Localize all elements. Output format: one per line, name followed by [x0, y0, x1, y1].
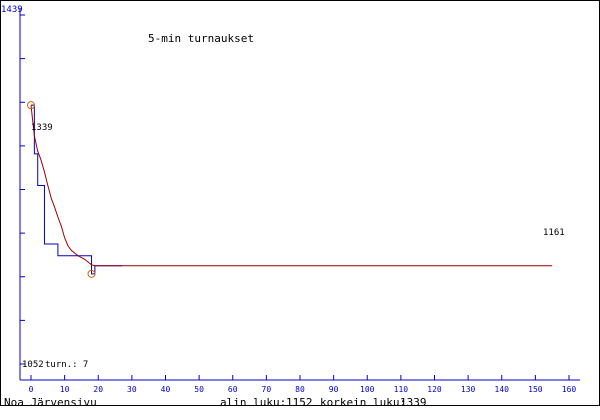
- red-series-line: [30, 105, 553, 267]
- x-tick-label: 80: [295, 385, 305, 394]
- x-tick-label: 40: [161, 385, 171, 394]
- x-tick-label: 100: [360, 385, 375, 394]
- x-tick-label: 20: [93, 385, 103, 394]
- start-value-label: 1339: [31, 123, 53, 133]
- footer-max-label: korkein luku:: [320, 396, 406, 409]
- x-tick-label: 140: [495, 385, 510, 394]
- x-tick-label: 50: [194, 385, 204, 394]
- x-tick-label: 10: [60, 385, 70, 394]
- x-tick-label: 160: [562, 385, 577, 394]
- x-tick-label: 60: [228, 385, 238, 394]
- point-marker: [27, 101, 35, 110]
- point-marker: [87, 269, 96, 278]
- x-tick-label: 0: [29, 385, 34, 394]
- x-tick-label: 150: [528, 385, 543, 394]
- axes: 0 10 20 30 40 50 60 70 80 90 100 110 120 130 140 150 160: [19, 8, 580, 394]
- x-tick-label: 120: [427, 385, 442, 394]
- y-min-label: 1052: [22, 360, 44, 370]
- x-tick-label: 70: [262, 385, 272, 394]
- chart-title: 5-min turnaukset: [148, 32, 254, 45]
- x-tick-label: 30: [127, 385, 137, 394]
- turn-count-label: turn.: 7: [45, 360, 88, 370]
- x-tick-label: 90: [329, 385, 339, 394]
- end-value-label: 1161: [543, 228, 565, 238]
- marker-layer: [27, 101, 96, 278]
- series-layer: [30, 104, 553, 275]
- x-tick-label: 130: [461, 385, 476, 394]
- footer-max-value: 1339: [400, 396, 427, 409]
- y-max-label: 1439: [1, 5, 23, 15]
- footer-author: Noa Järvensivu: [4, 396, 97, 409]
- footer-min-value: 1152: [286, 396, 313, 409]
- footer-min-label: alin luku:: [220, 396, 286, 409]
- x-tick-label: 110: [394, 385, 409, 394]
